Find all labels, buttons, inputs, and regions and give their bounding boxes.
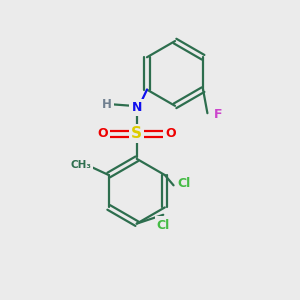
Text: Cl: Cl: [157, 219, 170, 232]
Text: O: O: [98, 127, 108, 140]
Text: CH₃: CH₃: [70, 160, 91, 170]
Text: F: F: [214, 108, 222, 121]
Text: O: O: [165, 127, 176, 140]
Text: Cl: Cl: [177, 177, 190, 190]
Text: S: S: [131, 126, 142, 141]
Text: N: N: [132, 101, 142, 114]
Text: H: H: [102, 98, 112, 111]
